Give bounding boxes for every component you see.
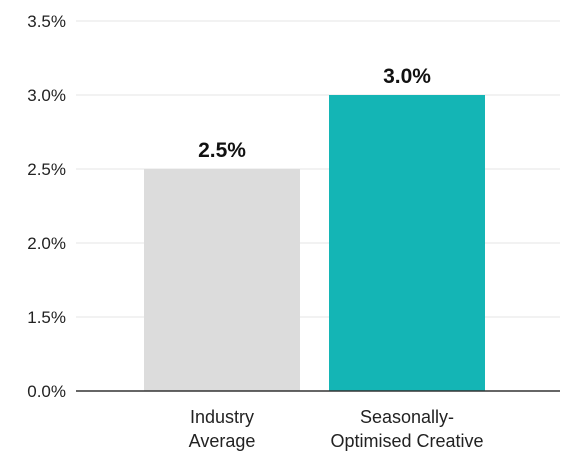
data-label: 3.0% (383, 65, 431, 88)
bar (144, 169, 300, 391)
bar (329, 95, 485, 391)
y-tick-label: 3.0% (27, 86, 66, 105)
y-tick-label: 0.0% (27, 382, 66, 401)
y-tick-label: 1.5% (27, 308, 66, 327)
y-tick-label: 2.5% (27, 160, 66, 179)
data-label: 2.5% (198, 139, 246, 162)
category-label: Seasonally- (360, 407, 454, 427)
bars (144, 95, 485, 391)
x-axis-categories: Industry Average Seasonally- Optimised Crea… (189, 407, 484, 451)
y-tick-label: 2.0% (27, 234, 66, 253)
y-tick-label: 3.5% (27, 12, 66, 31)
data-labels: 2.5% 3.0% (198, 65, 431, 162)
y-axis-ticks: 0.0% 1.5% 2.0% 2.5% 3.0% 3.5% (27, 12, 66, 401)
category-label: Average (189, 431, 256, 451)
category-label: Optimised Creative (330, 431, 483, 451)
category-label: Industry (190, 407, 254, 427)
